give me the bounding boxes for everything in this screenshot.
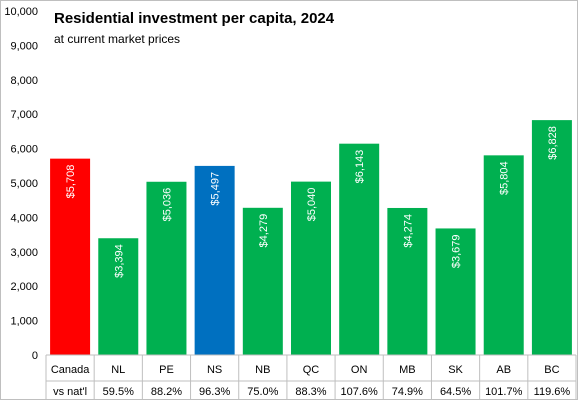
bar-on: [339, 143, 380, 355]
category-label: AB: [496, 364, 511, 376]
y-tick-label: 4,000: [10, 212, 38, 224]
bar-value-label: $3,679: [451, 234, 463, 268]
bar-bc: [531, 120, 572, 356]
y-tick-label: 5,000: [10, 178, 38, 190]
bar-nb: [242, 207, 283, 355]
category-label: NL: [111, 364, 125, 376]
comparison-value: 96.3%: [199, 386, 230, 398]
y-tick-label: 10,000: [4, 6, 38, 18]
bar-value-label: $6,828: [547, 126, 559, 160]
bar-value-label: $3,394: [113, 244, 125, 278]
comparison-value: 107.6%: [341, 386, 379, 398]
bar-nl: [98, 238, 139, 355]
comparison-value: 74.9%: [392, 386, 423, 398]
bar-value-label: $5,708: [65, 165, 77, 199]
category-label: PE: [159, 364, 174, 376]
bar-value-label: $5,804: [499, 161, 511, 195]
comparison-value: 88.2%: [151, 386, 182, 398]
bar-mb: [387, 207, 428, 355]
y-tick-label: 8,000: [10, 75, 38, 87]
bar-value-label: $6,143: [354, 150, 366, 184]
bar-value-label: $5,497: [210, 172, 222, 206]
category-label: QC: [303, 364, 320, 376]
category-label: NB: [255, 364, 270, 376]
category-label: SK: [448, 364, 463, 376]
category-label: ON: [351, 364, 368, 376]
y-tick-label: 6,000: [10, 144, 38, 156]
bar-value-label: $5,036: [161, 188, 173, 222]
y-tick-label: 1,000: [10, 316, 38, 328]
category-label: BC: [544, 364, 559, 376]
category-label: MB: [399, 364, 416, 376]
y-tick-label: 0: [32, 350, 38, 362]
comparison-value: 101.7%: [485, 386, 523, 398]
y-tick-label: 3,000: [10, 247, 38, 259]
y-tick-label: 7,000: [10, 109, 38, 121]
bar-qc: [291, 181, 331, 355]
y-tick-label: 9,000: [10, 40, 38, 52]
bar-value-label: $4,274: [402, 214, 414, 248]
bar-ab: [483, 155, 524, 355]
chart-title: Residential investment per capita, 2024: [54, 10, 335, 27]
comparison-value: 119.6%: [534, 386, 571, 398]
category-label: NS: [207, 364, 222, 376]
comparison-value: 88.3%: [295, 386, 326, 398]
bar-value-label: $5,040: [306, 188, 318, 222]
comparison-row-label: vs nat'l: [53, 386, 87, 398]
bar-sk: [435, 228, 476, 355]
bar-canada: [50, 158, 91, 355]
comparison-value: 59.5%: [103, 386, 134, 398]
comparison-value: 64.5%: [440, 386, 471, 398]
bar-value-label: $4,279: [258, 214, 270, 248]
bar-ns: [194, 165, 235, 355]
chart-subtitle: at current market prices: [54, 32, 181, 46]
category-label: Canada: [51, 364, 90, 376]
comparison-value: 75.0%: [247, 386, 278, 398]
y-tick-label: 2,000: [10, 281, 38, 293]
bar-pe: [146, 181, 187, 355]
